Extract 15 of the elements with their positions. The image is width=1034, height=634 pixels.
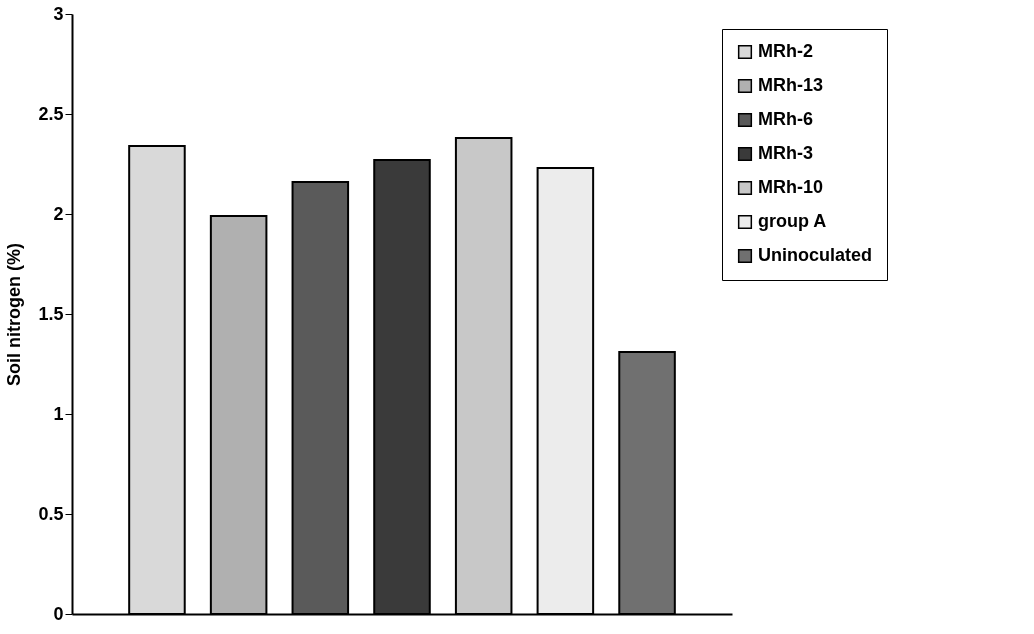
y-tick-label: 2.5 bbox=[38, 103, 64, 124]
y-tick-label: 1.5 bbox=[38, 303, 64, 324]
y-axis-title: Soil nitrogen (%) bbox=[4, 243, 25, 386]
legend-label: MRh-10 bbox=[758, 177, 824, 197]
legend-label: MRh-6 bbox=[758, 109, 813, 129]
y-tick-label: 3 bbox=[53, 3, 64, 24]
legend-label: Uninoculated bbox=[758, 245, 873, 265]
legend-label: MRh-3 bbox=[758, 143, 813, 163]
y-tick-label: 2 bbox=[53, 203, 64, 224]
legend-label: group A bbox=[758, 211, 827, 231]
y-tick-label: 0 bbox=[53, 603, 64, 624]
y-tick-label: 1 bbox=[53, 403, 64, 424]
y-tick-label: 0.5 bbox=[38, 503, 64, 524]
legend-label: MRh-2 bbox=[758, 41, 813, 61]
legend-label: MRh-13 bbox=[758, 75, 824, 95]
